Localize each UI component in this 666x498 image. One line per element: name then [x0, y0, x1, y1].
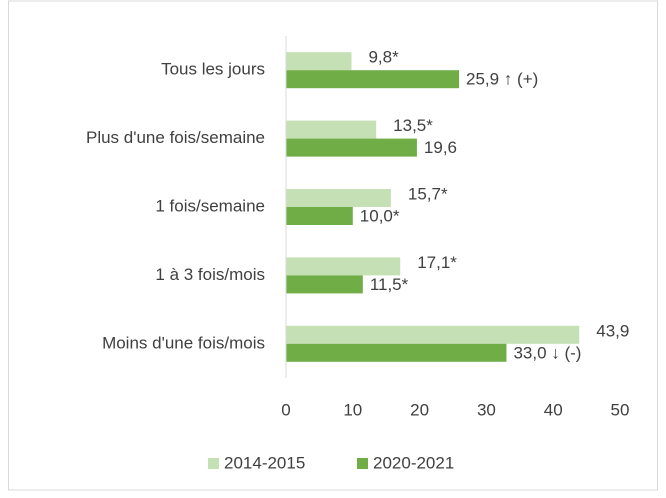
data-label: 19,6 [424, 138, 457, 157]
category-label: Moins d'une fois/mois [102, 333, 265, 352]
category-label: 1 fois/semaine [155, 196, 265, 215]
bar [286, 275, 363, 294]
data-label: 9,8* [368, 48, 399, 67]
data-label: 11,5* [370, 275, 409, 294]
data-label: 15,7* [408, 184, 448, 203]
data-label: 25,9 ↑ (+) [466, 70, 538, 89]
data-label: 43,9 [596, 321, 629, 340]
data-label: 13,5* [393, 116, 433, 135]
category-label: Plus d'une fois/semaine [86, 128, 265, 147]
bar [286, 189, 391, 207]
bar [286, 257, 401, 276]
x-tick-label: 50 [611, 400, 630, 419]
x-tick-label: 10 [343, 400, 362, 419]
x-tick-label: 0 [281, 400, 290, 419]
x-tick-label: 30 [477, 400, 496, 419]
data-label: 17,1* [417, 253, 457, 272]
bar [286, 138, 417, 157]
legend-swatch [357, 458, 368, 469]
bar [286, 120, 377, 139]
bar [286, 325, 580, 344]
bar [286, 70, 460, 89]
legend-swatch [208, 458, 219, 469]
bar [286, 52, 352, 71]
legend-label: 2020-2021 [373, 453, 454, 472]
data-label: 33,0 ↓ (-) [513, 343, 581, 362]
x-tick-label: 20 [410, 400, 429, 419]
legend-label: 2014-2015 [224, 453, 305, 472]
category-label: 1 à 3 fois/mois [155, 265, 265, 284]
x-tick-label: 40 [544, 400, 563, 419]
bar [286, 343, 507, 362]
bar [286, 207, 353, 225]
data-label: 10,0* [360, 206, 400, 225]
category-label: Tous les jours [161, 60, 265, 79]
